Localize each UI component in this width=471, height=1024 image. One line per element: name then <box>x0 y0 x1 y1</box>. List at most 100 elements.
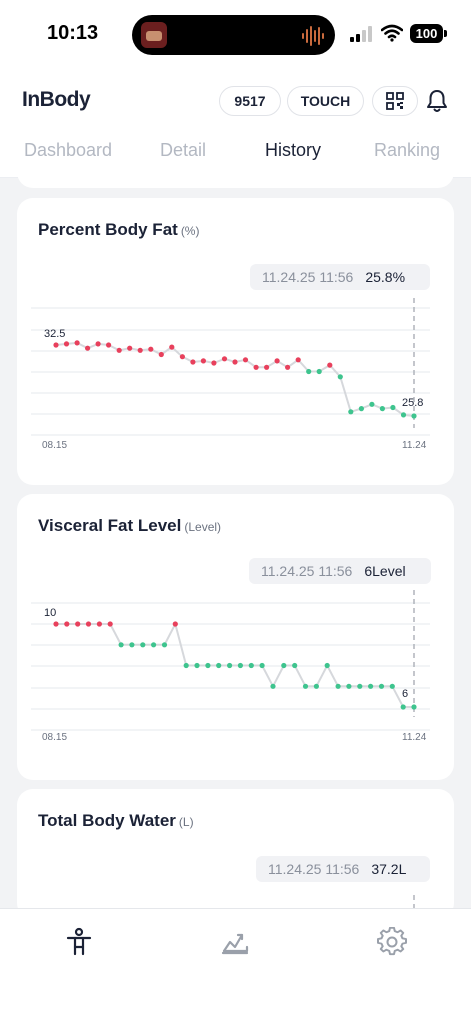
chart-tooltip: 11.24.25 11:56 37.2L <box>256 856 430 882</box>
data-point <box>221 356 228 362</box>
x-axis-end-label: 11.24 <box>402 440 427 451</box>
data-point <box>95 341 101 347</box>
data-point <box>64 621 70 627</box>
data-point <box>158 351 164 358</box>
data-point <box>369 401 375 407</box>
data-point <box>400 704 406 710</box>
bell-icon[interactable] <box>426 89 448 113</box>
first-value-label: 32.5 <box>44 328 65 340</box>
data-point <box>137 347 143 353</box>
qr-button[interactable] <box>372 86 418 116</box>
data-point <box>368 683 374 689</box>
data-point <box>232 359 238 365</box>
data-point <box>357 683 363 689</box>
data-point <box>183 662 189 669</box>
data-point <box>106 342 112 348</box>
data-point <box>194 662 200 669</box>
cellular-signal-icon <box>350 26 372 42</box>
data-point <box>172 621 178 627</box>
last-value-label: 25.8 <box>402 397 423 409</box>
data-point <box>151 642 157 648</box>
data-point <box>316 368 322 375</box>
data-point <box>179 354 185 360</box>
data-point <box>216 662 222 669</box>
card-title-text: Total Body Water <box>38 811 176 830</box>
data-point <box>306 368 312 375</box>
data-point <box>96 621 102 627</box>
card-title-text: Percent Body Fat <box>38 220 178 239</box>
data-point <box>313 683 319 689</box>
visceral-fat-card[interactable]: Visceral Fat Level (Level) 11.24.25 11:56… <box>17 494 454 780</box>
trend-chart-icon[interactable] <box>220 927 250 957</box>
previous-card <box>17 160 454 188</box>
card-title-unit: (Level) <box>184 520 222 534</box>
data-point <box>127 345 133 351</box>
data-point <box>295 357 301 363</box>
data-point <box>242 357 249 363</box>
visceral-fat-chart[interactable]: 10 6 08.15 11.24 <box>17 590 454 760</box>
percent-body-fat-card[interactable]: Percent Body Fat (%) 11.24.25 11:56 25.8%… <box>17 198 454 485</box>
card-title: Visceral Fat Level (Level) <box>38 516 221 536</box>
x-axis-start-label: 08.15 <box>42 440 67 451</box>
card-title-unit: (L) <box>178 815 194 829</box>
data-point <box>327 362 333 368</box>
wifi-icon <box>381 24 403 42</box>
card-title-text: Visceral Fat Level <box>38 516 182 535</box>
series-line <box>56 623 414 708</box>
data-point <box>205 662 211 669</box>
bottom-navigation <box>0 908 471 1024</box>
data-point <box>53 342 59 348</box>
card-title: Percent Body Fat (%) <box>38 220 199 240</box>
data-point <box>85 621 92 627</box>
chart-tooltip: 11.24.25 11:56 25.8% <box>250 264 430 290</box>
data-point <box>253 364 259 370</box>
settings-gear-icon[interactable] <box>377 927 407 957</box>
data-point <box>411 413 417 419</box>
dynamic-island[interactable] <box>132 15 335 55</box>
data-point <box>302 683 309 689</box>
tooltip-date: 11.24.25 11:56 <box>268 861 360 877</box>
data-point <box>348 409 354 415</box>
percent-body-fat-chart[interactable]: 32.5 25.8 08.15 11.24 <box>17 298 454 468</box>
data-point <box>85 345 91 351</box>
tooltip-value: 37.2L <box>371 861 407 877</box>
chart-tooltip: 11.24.25 11:56 6Level <box>249 558 431 584</box>
battery-indicator: 100 <box>410 24 447 43</box>
data-point <box>274 358 280 364</box>
body-person-icon[interactable] <box>64 927 94 957</box>
data-point <box>140 642 146 648</box>
qr-code-icon <box>386 92 404 110</box>
data-point <box>107 621 113 627</box>
data-point <box>118 642 124 648</box>
data-point <box>400 412 407 418</box>
data-point <box>324 662 330 669</box>
data-point <box>285 364 291 370</box>
tooltip-value: 6Level <box>364 563 406 579</box>
tab-dashboard[interactable]: Dashboard <box>24 140 113 160</box>
data-point <box>390 404 396 411</box>
data-point <box>358 406 364 412</box>
first-value-label: 10 <box>44 607 56 619</box>
data-point <box>378 683 385 689</box>
touch-button[interactable]: TOUCH <box>287 86 364 116</box>
data-point <box>346 683 352 689</box>
user-id-button[interactable]: 9517 <box>219 86 281 116</box>
data-point <box>161 642 168 648</box>
data-point <box>292 662 298 669</box>
total-body-water-card[interactable]: Total Body Water (L) 11.24.25 11:56 37.2L <box>17 789 454 919</box>
status-bar: 10:13 100 <box>0 0 471 70</box>
now-playing-artwork-icon <box>141 22 167 48</box>
status-time: 10:13 <box>47 22 99 44</box>
data-point <box>259 662 265 669</box>
tab-detail[interactable]: Detail <box>160 140 207 160</box>
tooltip-date: 11.24.25 11:56 <box>262 269 354 285</box>
data-point <box>379 406 385 412</box>
card-title: Total Body Water (L) <box>38 811 194 831</box>
data-point <box>411 704 417 710</box>
x-axis-end-label: 11.24 <box>402 732 427 743</box>
series-line <box>55 341 415 417</box>
data-point <box>75 621 81 627</box>
tab-ranking[interactable]: Ranking <box>374 140 441 160</box>
tab-history[interactable]: History <box>265 140 322 160</box>
data-point <box>148 346 154 352</box>
